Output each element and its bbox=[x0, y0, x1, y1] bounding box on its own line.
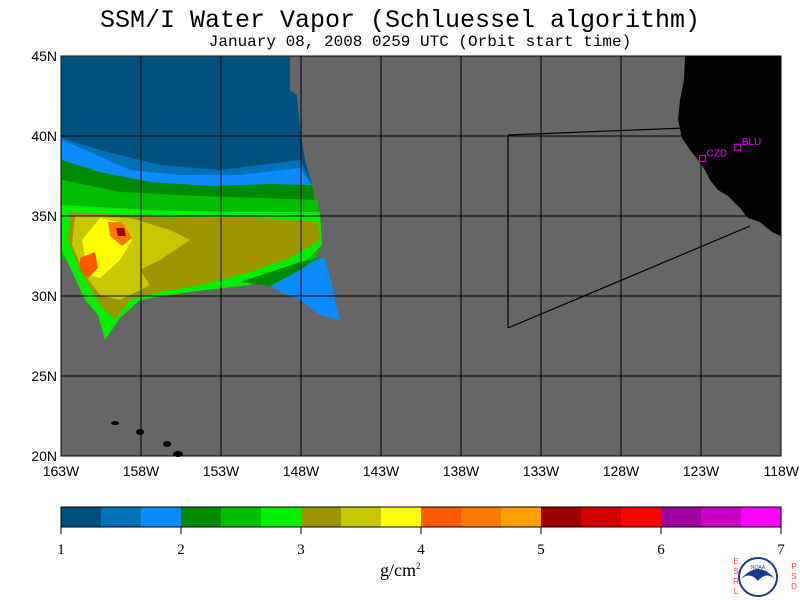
lon-label: 133W bbox=[523, 463, 560, 479]
colorbar-swatch bbox=[221, 507, 262, 527]
colorbar-swatch bbox=[741, 507, 782, 527]
units-exponent: 2 bbox=[416, 561, 421, 571]
lat-labels: 45N 40N 35N 30N 25N 20N bbox=[31, 48, 57, 464]
colorbar-swatch bbox=[261, 507, 302, 527]
logo-letter: S bbox=[733, 567, 738, 576]
colorbar-swatch bbox=[61, 507, 102, 527]
colorbar-tick-label: 2 bbox=[177, 542, 185, 558]
logo-letter: S bbox=[791, 572, 796, 581]
lon-label: 143W bbox=[363, 463, 400, 479]
lon-label: 153W bbox=[203, 463, 240, 479]
colorbar-tick-label: 5 bbox=[537, 542, 545, 558]
colorbar-swatch bbox=[141, 507, 182, 527]
swath-band-darkred bbox=[116, 228, 126, 236]
lon-label: 138W bbox=[443, 463, 480, 479]
colorbar-swatch bbox=[101, 507, 142, 527]
logo-letter: L bbox=[734, 587, 739, 596]
colorbar-tick-label: 4 bbox=[417, 542, 425, 558]
colorbar-swatch bbox=[701, 507, 742, 527]
lon-label: 148W bbox=[283, 463, 320, 479]
logo-letter: P bbox=[791, 562, 796, 571]
colorbar-tick-label: 3 bbox=[297, 542, 305, 558]
land-north-america bbox=[678, 56, 781, 236]
lon-label: 163W bbox=[43, 463, 80, 479]
lon-label: 123W bbox=[683, 463, 720, 479]
lon-label: 158W bbox=[123, 463, 160, 479]
colorbar-tick-label: 7 bbox=[777, 542, 785, 558]
water-vapor-swath bbox=[62, 57, 340, 340]
lon-label: 128W bbox=[603, 463, 640, 479]
colorbar-units: g/cm2 bbox=[380, 560, 421, 581]
noaa-emblem-text: NOAA bbox=[751, 565, 766, 571]
colorbar-ticks: 1 2 3 4 5 6 7 bbox=[57, 527, 785, 558]
colorbar-swatch bbox=[341, 507, 382, 527]
swath-band-orange2 bbox=[80, 252, 98, 278]
logo-letter: R bbox=[733, 577, 739, 586]
colorbar-swatch bbox=[541, 507, 582, 527]
logo-letter: E bbox=[733, 557, 738, 566]
colorbar-swatch bbox=[461, 507, 502, 527]
noaa-emblem-bird bbox=[741, 569, 775, 581]
station-label: BLU bbox=[742, 137, 761, 148]
island-maui bbox=[163, 441, 171, 447]
station-marker bbox=[699, 154, 707, 162]
colorbar-tick-label: 6 bbox=[657, 542, 665, 558]
chart-subtitle: January 08, 2008 0259 UTC (Orbit start t… bbox=[208, 33, 632, 51]
stations: CZD BLU bbox=[699, 137, 761, 162]
lat-label: 25N bbox=[31, 368, 57, 384]
station-label: CZD bbox=[707, 148, 728, 159]
colorbar-swatch bbox=[581, 507, 622, 527]
lon-label: 118W bbox=[763, 463, 799, 479]
swath-band-southeast-darkgreen bbox=[240, 258, 318, 286]
sector-line-south bbox=[507, 225, 751, 329]
units-text: g/cm bbox=[380, 560, 416, 580]
island-oahu bbox=[136, 429, 144, 435]
map-grid bbox=[60, 55, 782, 457]
logo-letter: D bbox=[791, 582, 797, 591]
colorbar-swatch bbox=[181, 507, 222, 527]
swath-band-darkblue bbox=[62, 57, 312, 185]
colorbar-swatch bbox=[661, 507, 702, 527]
lat-label: 45N bbox=[31, 48, 57, 64]
chart-title: SSM/I Water Vapor (Schluessel algorithm) bbox=[99, 6, 701, 35]
colorbar-swatch bbox=[501, 507, 542, 527]
lat-label: 20N bbox=[31, 448, 57, 464]
sector-line-north bbox=[507, 127, 686, 136]
map-frame bbox=[60, 55, 782, 457]
station-marker bbox=[734, 143, 742, 151]
island-kauai bbox=[111, 421, 119, 425]
colorbar-swatches bbox=[61, 507, 782, 527]
colorbar-tick-label: 1 bbox=[57, 542, 65, 558]
psd-letters: PSD bbox=[791, 562, 797, 591]
colorbar-swatch bbox=[301, 507, 342, 527]
lat-label: 30N bbox=[31, 288, 57, 304]
colorbar-swatch bbox=[421, 507, 462, 527]
colorbar-swatch bbox=[381, 507, 422, 527]
lon-labels: 163W 158W 153W 148W 143W 138W 133W 128W 123W 118W bbox=[43, 463, 800, 479]
lat-label: 40N bbox=[31, 128, 57, 144]
lat-label: 35N bbox=[31, 208, 57, 224]
colorbar-swatch bbox=[621, 507, 662, 527]
